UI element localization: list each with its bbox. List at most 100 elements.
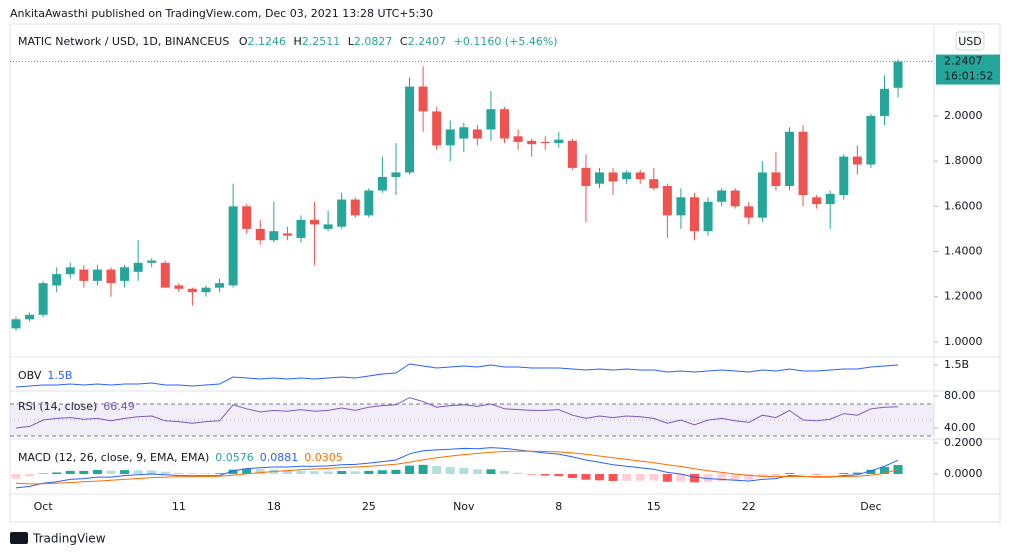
macd-histogram-bar <box>581 473 591 480</box>
macd-histogram-bar <box>147 470 157 474</box>
macd-histogram-bar <box>540 473 550 476</box>
candle-body <box>540 141 550 144</box>
macd-histogram-bar <box>187 473 197 474</box>
macd-histogram-bar <box>472 469 482 474</box>
macd-histogram-bar <box>445 467 455 474</box>
candle-body <box>472 129 482 139</box>
macd-histogram-bar <box>160 471 170 474</box>
macd-histogram-bar <box>391 469 401 474</box>
ohlc-prefix: H <box>294 35 302 48</box>
symbol-legend: MATIC Network / USD, 1D, BINANCEUS O2.12… <box>18 35 558 48</box>
candle-body <box>187 288 197 293</box>
macd-histogram-bar <box>310 471 320 474</box>
x-tick-label: 11 <box>172 500 186 513</box>
indicator-title: OBV <box>18 369 42 382</box>
macd-histogram-bar <box>812 473 822 475</box>
macd-histogram-bar <box>690 473 699 483</box>
candle-body <box>730 190 740 207</box>
candle-body <box>784 131 794 186</box>
macd-histogram-bar <box>866 469 876 474</box>
candle-body <box>812 197 822 205</box>
candle-body <box>445 129 455 146</box>
macd-histogram-bar <box>11 473 21 479</box>
candle-body <box>852 156 862 165</box>
candle-body <box>92 269 102 281</box>
indicator-line <box>15 363 899 388</box>
candle-body <box>11 319 21 329</box>
macd-histogram-bar <box>418 464 428 474</box>
publisher-line: AnkitaAwasthi published on TradingView.c… <box>10 7 433 20</box>
x-tick-label: 15 <box>647 500 661 513</box>
candle-body <box>350 199 360 216</box>
candle-body <box>52 274 62 286</box>
candle-body <box>662 185 672 216</box>
macd-histogram-bar <box>676 473 686 482</box>
candle-body <box>581 167 591 186</box>
candle-body <box>364 190 374 216</box>
x-tick-label: 18 <box>267 500 281 513</box>
macd-histogram-bar <box>839 473 849 474</box>
macd-histogram-bar <box>730 473 740 481</box>
candle-body <box>228 206 238 286</box>
ohlc-value: 2.2511 <box>302 35 341 48</box>
macd-histogram-bar <box>350 471 360 474</box>
macd-histogram-bar <box>459 467 469 474</box>
indicator-title: RSI (14, close) <box>18 400 97 413</box>
candle-body <box>757 172 767 218</box>
candle-body <box>432 111 442 146</box>
candle-body <box>527 140 537 145</box>
x-tick-label: 8 <box>555 500 562 513</box>
macd-histogram-bar <box>120 470 130 474</box>
candle-body <box>323 224 333 229</box>
candle-body <box>893 61 903 88</box>
candle-body <box>798 131 808 196</box>
y-tick-label: 1.8000 <box>944 154 983 167</box>
x-tick-label: Nov <box>453 500 475 513</box>
macd-histogram-bar <box>757 473 767 478</box>
y-tick-label: 0.2000 <box>944 436 983 449</box>
macd-histogram-bar <box>554 473 564 477</box>
macd-histogram-bar <box>133 470 143 474</box>
macd-histogram-bar <box>662 473 672 482</box>
macd-histogram-bar <box>486 469 496 474</box>
candle-body <box>649 179 659 189</box>
change: +0.1160 (+5.46%) <box>454 35 558 48</box>
y-tick-label: 80.00 <box>944 389 976 402</box>
x-tick-label: 25 <box>362 500 376 513</box>
candle-body <box>513 136 523 142</box>
signal-line <box>15 450 899 485</box>
candle-body <box>622 172 632 180</box>
x-tick-label: 22 <box>742 500 756 513</box>
macd-histogram-bar <box>337 471 347 474</box>
macd-histogram-bar <box>527 473 537 475</box>
candle-body <box>391 172 401 177</box>
ohlc-prefix: O <box>239 35 248 48</box>
indicator-line <box>15 397 899 429</box>
candle-body <box>201 287 211 293</box>
macd-histogram-bar <box>215 473 225 474</box>
candle-body <box>608 172 618 182</box>
macd-histogram-bar <box>500 470 510 474</box>
candle-body <box>215 283 225 288</box>
candle-body <box>79 269 89 281</box>
currency-button[interactable] <box>955 31 985 51</box>
candle-body <box>269 231 279 241</box>
chart-frame <box>9 23 1001 523</box>
indicator-value: 0.0576 <box>215 451 254 464</box>
ohlc-value: 2.0827 <box>354 35 393 48</box>
candle-body <box>337 199 347 227</box>
candle-body <box>595 172 605 184</box>
ohlc-value: 2.1246 <box>248 35 287 48</box>
macd-histogram-bar <box>703 473 713 482</box>
macd-histogram-bar <box>106 470 116 474</box>
candle-body <box>825 193 835 205</box>
candle-body <box>106 269 116 284</box>
y-tick-label: 2.0000 <box>944 109 983 122</box>
last-price-tag <box>936 54 1000 85</box>
y-tick-label: 0.0000 <box>944 467 983 480</box>
candle-body <box>255 228 265 241</box>
candle-body <box>133 262 143 272</box>
macd-histogram-bar <box>744 473 754 480</box>
macd-histogram-bar <box>513 472 523 474</box>
candle-body <box>25 314 35 320</box>
